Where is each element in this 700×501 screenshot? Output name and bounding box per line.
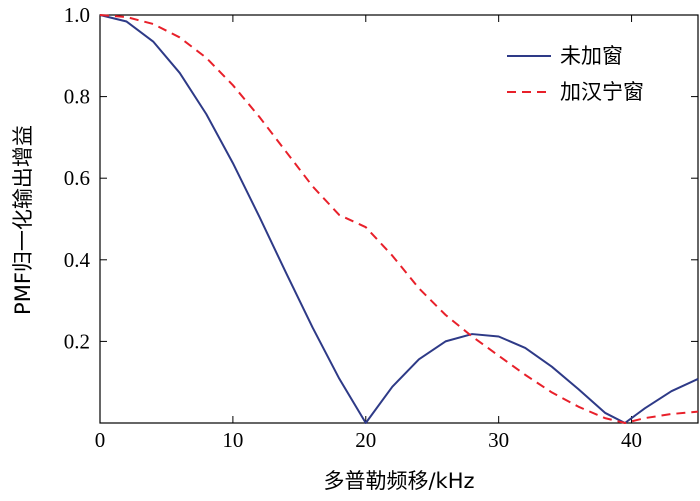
x-tick-label: 30 xyxy=(488,428,509,452)
x-tick-label: 40 xyxy=(621,428,642,452)
x-tick-label: 0 xyxy=(95,428,106,452)
y-tick-label: 0.4 xyxy=(64,248,91,272)
ticks: 0 10 20 30 40 0.2 0.4 0.6 0.8 1.0 xyxy=(64,3,698,452)
x-axis-label: 多普勒频移/kHz xyxy=(323,469,474,493)
series-line-2 xyxy=(99,14,699,424)
y-axis-label: PMF归一化输出增益 xyxy=(11,125,35,315)
y-tick-label: 1.0 xyxy=(64,3,90,27)
x-tick-label: 10 xyxy=(222,428,243,452)
plot-frame xyxy=(99,14,699,424)
legend-label-1: 未加窗 xyxy=(560,44,623,68)
series-lines xyxy=(99,14,699,424)
y-tick-label: 0.6 xyxy=(64,166,90,190)
plot-area: 0 10 20 30 40 0.2 0.4 0.6 0.8 1.0 xyxy=(64,3,699,452)
x-tick-label: 20 xyxy=(355,428,376,452)
y-tick-label: 0.2 xyxy=(64,329,90,353)
series-line-1 xyxy=(99,14,699,424)
legend-label-2: 加汉宁窗 xyxy=(560,80,644,104)
y-tick-label: 0.8 xyxy=(64,85,90,109)
